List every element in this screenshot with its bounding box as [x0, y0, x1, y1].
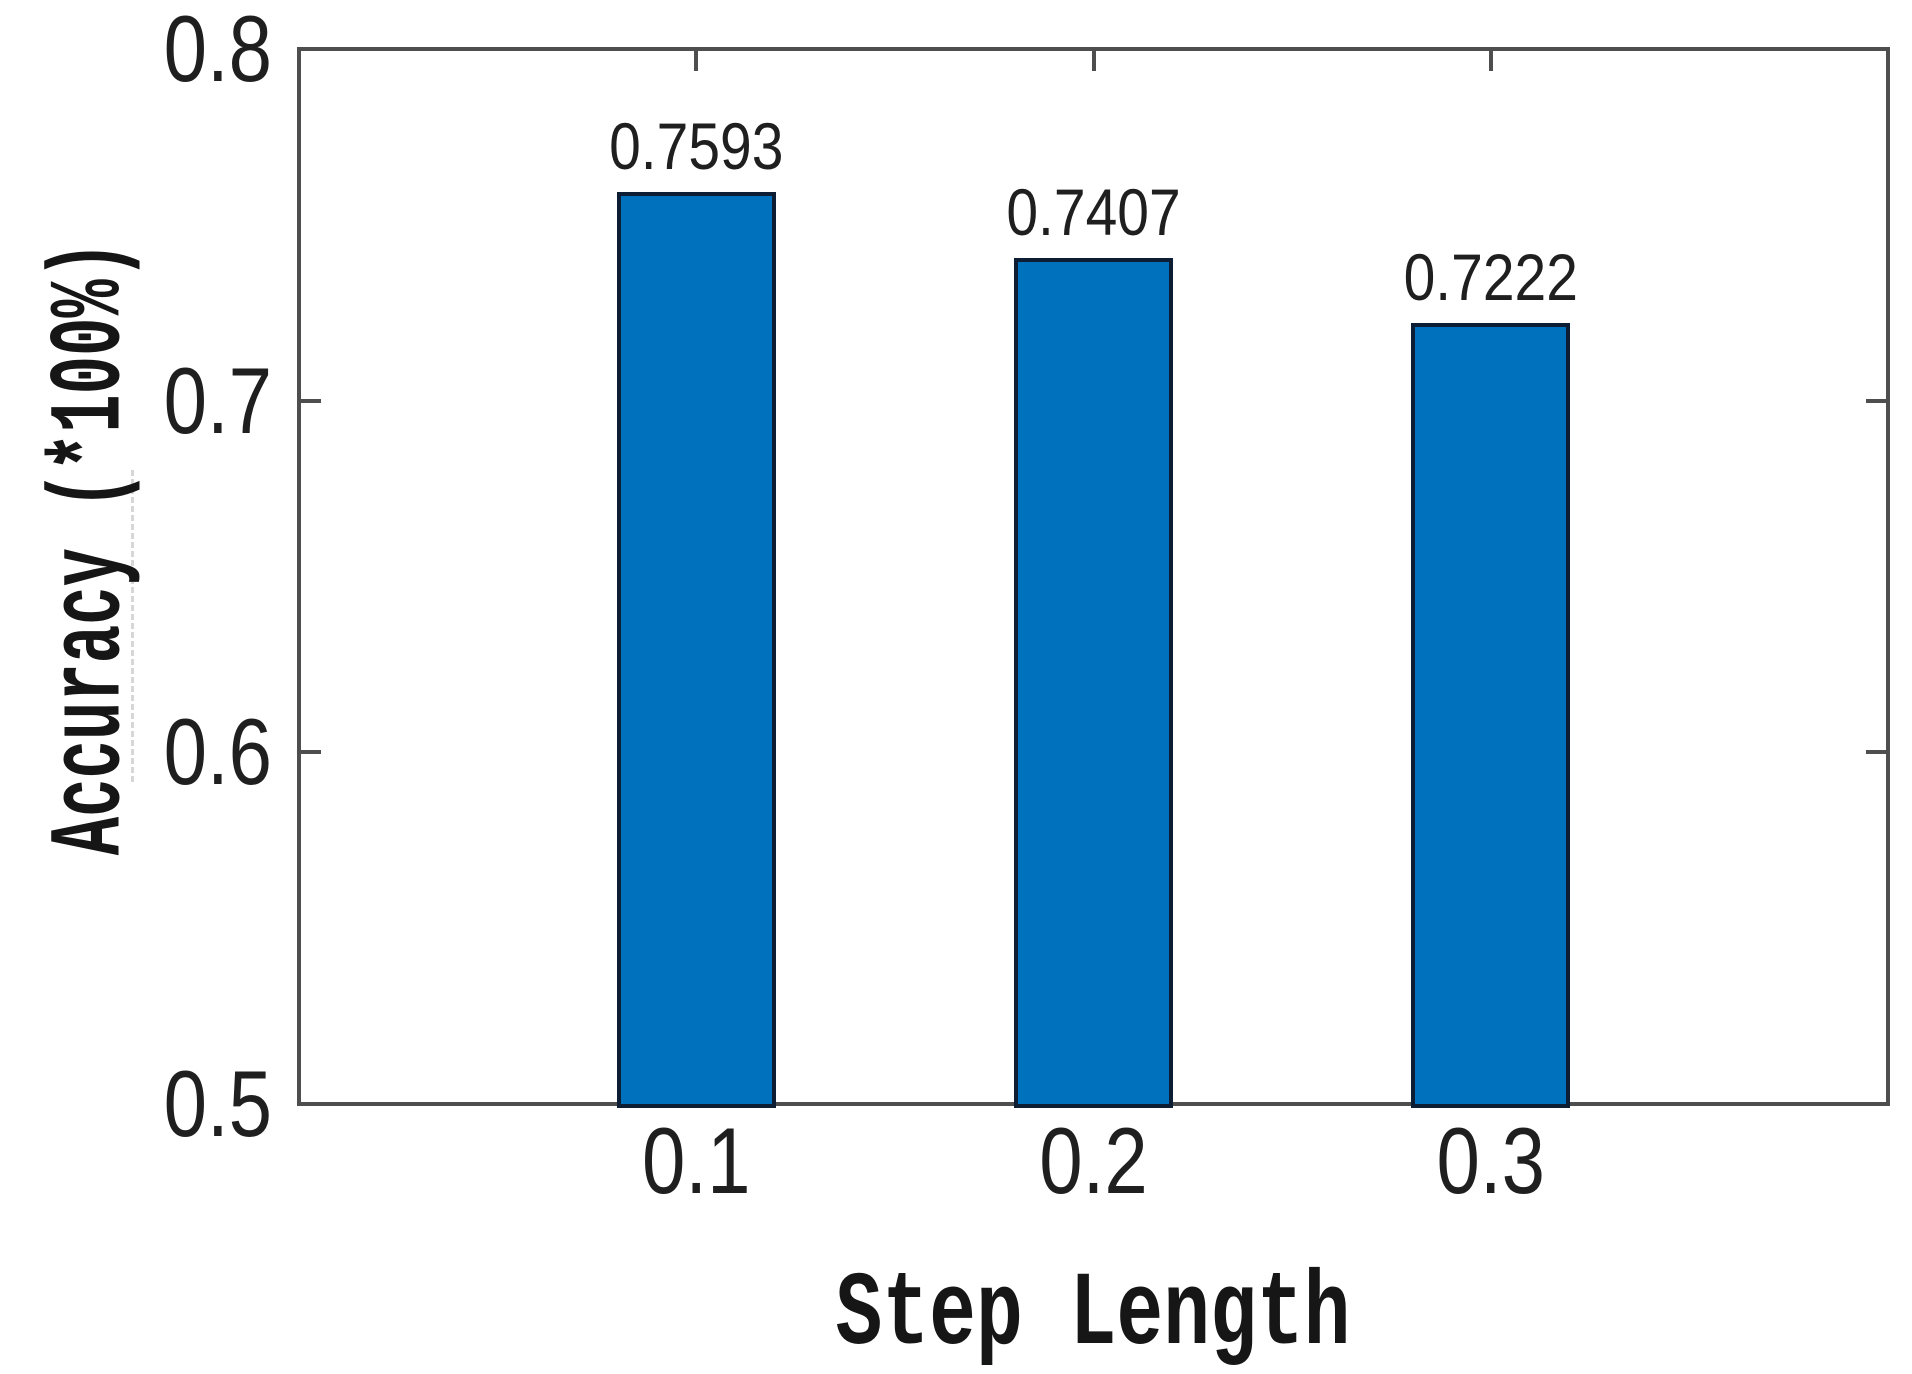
bar-step-0.3: [1411, 322, 1571, 1108]
x-axis-label: Step Length: [835, 1256, 1351, 1374]
y-tick-mark-left: [301, 47, 321, 51]
y-tick-mark-left: [301, 750, 321, 755]
faint-dashed-artifact-line: [131, 470, 134, 782]
y-tick-label: 0.6: [163, 698, 272, 805]
y-tick-mark-right: [1866, 1102, 1886, 1106]
bar-value-label: 0.7593: [609, 110, 784, 184]
bar-value-label: 0.7222: [1403, 240, 1578, 315]
y-tick-label: 0.5: [163, 1050, 272, 1157]
bar-step-0.1: [616, 192, 776, 1108]
y-tick-mark-left: [301, 398, 321, 403]
y-tick-mark-right: [1866, 47, 1886, 51]
y-tick-mark-right: [1866, 750, 1886, 755]
y-tick-label: 0.8: [163, 0, 272, 102]
bar-value-label: 0.7407: [1006, 175, 1181, 250]
x-tick-mark-top: [1488, 51, 1493, 71]
y-axis-label: Accuracy (*100%): [35, 240, 151, 856]
x-tick-label: 0.1: [642, 1107, 751, 1214]
x-tick-mark-top: [1091, 51, 1096, 71]
x-tick-label: 0.3: [1436, 1107, 1545, 1214]
y-tick-label: 0.7: [163, 347, 272, 453]
y-tick-mark-left: [301, 1102, 321, 1106]
x-tick-label: 0.2: [1039, 1107, 1148, 1214]
x-tick-mark-top: [694, 51, 699, 71]
bar-step-0.2: [1014, 257, 1173, 1108]
y-tick-mark-right: [1866, 398, 1886, 403]
